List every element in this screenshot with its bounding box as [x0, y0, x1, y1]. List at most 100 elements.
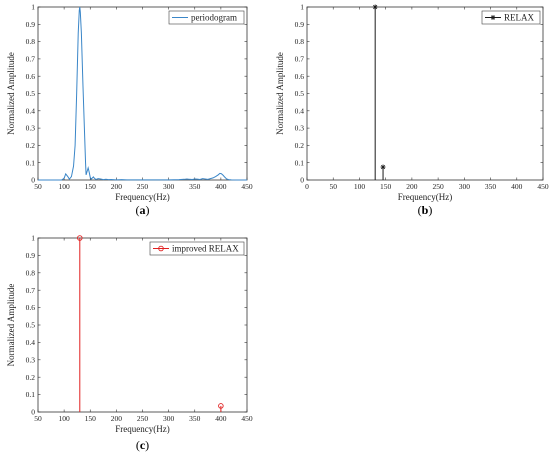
legend-marker — [490, 15, 496, 20]
x-axis-label: Frequency(Hz) — [115, 424, 169, 434]
plot-area — [37, 237, 248, 413]
y-tick-label: 0.7 — [26, 55, 36, 64]
x-tick-label: 300 — [163, 182, 175, 191]
y-tick-label: 0.1 — [26, 390, 36, 399]
stem-marker — [372, 4, 378, 10]
y-tick-label: 0.4 — [26, 338, 36, 347]
legend-box — [149, 241, 245, 256]
y-axis-label: Normalized Amplitude — [6, 284, 16, 367]
y-tick-label: 0.8 — [26, 37, 36, 46]
x-tick-label: 150 — [85, 182, 97, 191]
x-tick-label: 300 — [163, 414, 175, 423]
x-tick-label: 150 — [85, 414, 97, 423]
panel-caption: (c) — [136, 438, 149, 452]
x-tick-label: 200 — [406, 182, 418, 191]
caption-paren-close: ) — [146, 203, 150, 217]
panel-c: 50 100 150 200 250 300 350 400 450 0 0.1 0.2 0.3 0.4 0… — [6, 234, 253, 452]
panel-b: 0 50 100 150 200 250 300 350 400 450 0 0.1 0.2 0.3 0.4… — [275, 3, 549, 217]
legend: improved RELAX — [149, 241, 245, 256]
caption-letter: c — [140, 438, 146, 452]
y-tick-label: 0 — [31, 176, 35, 185]
y-tick-label: 0.3 — [295, 124, 305, 133]
y-tick-label: 0 — [300, 176, 304, 185]
y-tick-label: 0.2 — [295, 141, 305, 150]
plot-area — [37, 6, 248, 181]
x-tick-label: 0 — [305, 182, 309, 191]
y-tick-label: 0.2 — [26, 373, 36, 382]
y-tick-label: 0.7 — [26, 286, 36, 295]
y-tick-label: 1 — [31, 3, 35, 12]
legend-box — [481, 10, 541, 25]
series-line — [38, 6, 247, 181]
y-tick-label: 0.1 — [295, 158, 305, 167]
legend-label: RELAX — [504, 13, 534, 23]
x-tick-label: 250 — [137, 182, 149, 191]
x-tick-label: 100 — [354, 182, 366, 191]
x-tick-label: 50 — [34, 414, 42, 423]
y-tick-label: 0.4 — [26, 106, 36, 115]
y-tick-label: 1 — [300, 3, 304, 12]
panel-caption: (a) — [136, 203, 150, 217]
y-tick-label: 0.5 — [295, 89, 305, 98]
y-tick-label: 0.6 — [26, 72, 36, 81]
caption-paren-close: ) — [428, 203, 432, 217]
y-tick-label: 0.6 — [26, 303, 36, 312]
x-axis-label: Frequency(Hz) — [398, 192, 452, 202]
y-tick-label: 0.3 — [26, 355, 36, 364]
y-tick-label: 0.3 — [26, 124, 36, 133]
x-tick-label: 350 — [485, 182, 497, 191]
y-tick-label: 0.4 — [295, 106, 305, 115]
caption-paren-open: ( — [418, 203, 422, 217]
y-axis-label: Normalized Amplitude — [275, 52, 285, 135]
x-tick-label: 400 — [215, 414, 227, 423]
caption-letter: a — [140, 203, 146, 217]
x-tick-label: 250 — [432, 182, 444, 191]
x-tick-label: 100 — [59, 414, 71, 423]
y-tick-label: 0.5 — [26, 321, 36, 330]
panel-a: 50 100 150 200 250 300 350 400 450 0 0.1 0.2 0.3 0.4 0… — [6, 3, 253, 217]
y-tick-label: 0.8 — [295, 37, 305, 46]
x-tick-label: 150 — [380, 182, 392, 191]
caption-paren-open: ( — [136, 438, 140, 452]
x-tick-label: 450 — [241, 182, 253, 191]
legend: RELAX — [481, 10, 541, 25]
y-tick-label: 0.9 — [26, 20, 36, 29]
legend: periodogram — [168, 10, 245, 25]
y-tick-label: 0.7 — [295, 55, 305, 64]
y-tick-label: 0.9 — [295, 20, 305, 29]
x-tick-label: 450 — [537, 182, 549, 191]
x-tick-label: 300 — [459, 182, 471, 191]
y-tick-label: 0.1 — [26, 158, 36, 167]
x-tick-label: 250 — [137, 414, 149, 423]
caption-paren-close: ) — [145, 438, 149, 452]
legend-label: improved RELAX — [172, 244, 239, 254]
legend-marker — [158, 245, 164, 252]
y-tick-label: 1 — [31, 234, 35, 243]
stem-marker — [77, 235, 83, 241]
y-tick-label: 0.2 — [26, 141, 36, 150]
stem-marker — [218, 403, 224, 409]
y-tick-label: 0.6 — [295, 72, 305, 81]
x-tick-label: 400 — [511, 182, 523, 191]
y-tick-label: 0.8 — [26, 268, 36, 277]
y-tick-label: 0.9 — [26, 251, 36, 260]
panel-caption: (b) — [418, 203, 433, 217]
legend-box — [168, 10, 245, 25]
y-tick-label: 0 — [31, 408, 35, 417]
x-tick-label: 400 — [215, 182, 227, 191]
x-tick-label: 450 — [241, 414, 253, 423]
caption-letter: b — [422, 203, 429, 217]
x-tick-label: 50 — [329, 182, 337, 191]
plot-area — [306, 6, 544, 181]
y-axis-label: Normalized Amplitude — [6, 52, 16, 135]
x-tick-label: 50 — [34, 182, 42, 191]
caption-paren-open: ( — [136, 203, 140, 217]
x-tick-label: 350 — [189, 182, 201, 191]
x-axis-label: Frequency(Hz) — [115, 192, 169, 202]
stem-marker-stroke — [373, 4, 378, 10]
legend-label: periodogram — [191, 13, 237, 23]
x-tick-label: 200 — [111, 414, 123, 423]
y-tick-label: 0.5 — [26, 89, 36, 98]
x-tick-label: 200 — [111, 182, 123, 191]
